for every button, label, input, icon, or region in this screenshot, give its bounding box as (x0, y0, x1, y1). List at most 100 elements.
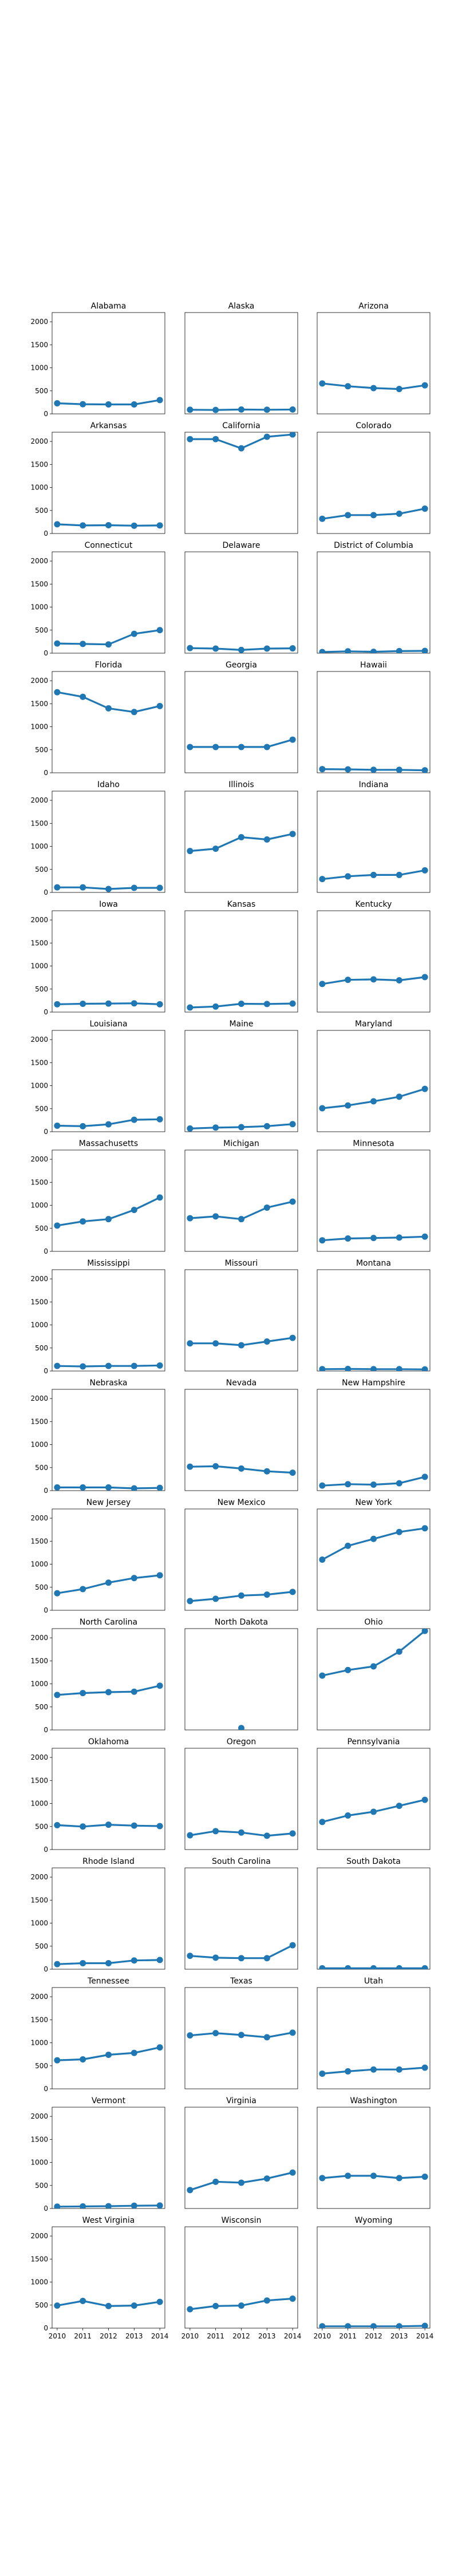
data-point (345, 2068, 352, 2075)
panel-frame (184, 2226, 298, 2329)
data-point (396, 2175, 402, 2182)
data-point (80, 693, 86, 700)
panel-hawaii: Hawaii (317, 661, 431, 773)
y-tick-label: 1000 (30, 2278, 48, 2286)
panel-colorado: Colorado (317, 421, 431, 534)
data-point (131, 2049, 137, 2056)
series-line (322, 1527, 425, 1560)
y-tick-label: 500 (35, 2301, 48, 2309)
data-point (187, 2187, 194, 2194)
data-point (238, 1216, 244, 1223)
y-tick-label: 1000 (30, 484, 48, 492)
data-point (370, 1235, 377, 1242)
data-point (263, 2034, 270, 2041)
data-point (319, 981, 326, 987)
panel-title: Pennsylvania (348, 1737, 400, 1747)
panel-frame (52, 2107, 165, 2209)
panel-frame (317, 910, 431, 1013)
data-point (289, 1000, 296, 1007)
panel-iowa: Iowa 0 500 1000 1500 2000 (30, 900, 165, 1016)
panel-frame (52, 551, 165, 654)
data-point (212, 1828, 219, 1835)
panel-south-carolina: South Carolina (184, 1857, 298, 1970)
panel-new-mexico: New Mexico (184, 1498, 298, 1611)
y-tick-label: 1500 (30, 1178, 48, 1186)
data-point (80, 1218, 86, 1225)
data-point (289, 1830, 296, 1837)
data-point (238, 1955, 244, 1962)
data-point (289, 432, 296, 438)
data-point (238, 833, 244, 840)
data-point (345, 1812, 352, 1819)
y-tick-label: 2000 (30, 2232, 48, 2240)
y-tick-label: 1000 (30, 603, 48, 611)
data-point (319, 1237, 326, 1244)
data-point (187, 848, 194, 855)
data-point (105, 1216, 112, 1223)
y-tick-label: 1500 (30, 819, 48, 827)
data-point (212, 406, 219, 413)
data-point (187, 2032, 194, 2039)
data-point (263, 1955, 270, 1962)
data-point (54, 1590, 61, 1597)
data-point (131, 1000, 137, 1007)
y-tick-label: 1000 (30, 1680, 48, 1688)
x-tick-label: 2012 (365, 2332, 382, 2340)
data-point (319, 766, 326, 773)
panel-alaska: Alaska (184, 302, 298, 414)
panel-title: Maine (229, 1020, 253, 1029)
data-point (345, 1542, 352, 1549)
data-point (105, 1960, 112, 1967)
data-point (396, 647, 402, 653)
data-point (396, 1366, 402, 1371)
y-tick-label: 0 (44, 1726, 48, 1734)
y-tick-label: 1000 (30, 1082, 48, 1090)
y-tick-label: 1500 (30, 1058, 48, 1066)
y-tick-label: 500 (35, 1464, 48, 1472)
panel-title: Rhode Island (82, 1857, 135, 1866)
data-point (187, 1004, 194, 1011)
panel-new-jersey: New Jersey 0 500 1000 1500 2000 (30, 1498, 165, 1614)
panel-ohio: Ohio (317, 1618, 431, 1730)
y-tick-label: 2000 (30, 796, 48, 804)
panel-wisconsin: Wisconsin 2010 2011 2012 2013 2014 (181, 2216, 302, 2340)
y-tick-label: 1000 (30, 1800, 48, 1808)
panel-arkansas: Arkansas 0 500 1000 1500 2000 (30, 421, 165, 538)
y-tick-label: 0 (44, 1367, 48, 1375)
data-point (156, 702, 163, 709)
panel-title: New Hampshire (342, 1378, 405, 1388)
data-point (80, 2056, 86, 2063)
y-tick-label: 1500 (30, 1417, 48, 1425)
panel-frame (317, 551, 431, 654)
data-point (105, 2302, 112, 2309)
data-point (212, 1340, 219, 1347)
data-point (131, 2202, 137, 2208)
data-point (319, 1965, 326, 1969)
y-tick-label: 500 (35, 1344, 48, 1352)
panel-north-carolina: North Carolina 0 500 1000 1500 2000 (30, 1618, 165, 1734)
y-tick-label: 1000 (30, 723, 48, 731)
data-point (105, 2203, 112, 2208)
panel-title: New York (355, 1498, 392, 1507)
data-point (187, 1832, 194, 1839)
data-point (187, 1125, 194, 1132)
data-point (238, 2302, 244, 2309)
panel-utah: Utah (317, 1977, 431, 2089)
data-point (421, 1525, 428, 1532)
panel-frame (184, 1628, 298, 1730)
data-point (289, 2169, 296, 2176)
x-tick-label: 2010 (49, 2332, 66, 2340)
panel-oklahoma: Oklahoma 0 500 1000 1500 2000 (30, 1737, 165, 1854)
panel-frame (52, 1389, 165, 1491)
data-point (238, 406, 244, 413)
data-point (212, 436, 219, 442)
y-tick-label: 2000 (30, 1993, 48, 2001)
data-point (80, 2203, 86, 2208)
data-point (187, 645, 194, 651)
data-point (238, 744, 244, 750)
data-point (105, 1362, 112, 1369)
data-point (238, 1124, 244, 1131)
data-point (212, 2178, 219, 2185)
data-point (370, 1535, 377, 1542)
data-point (345, 1965, 352, 1969)
